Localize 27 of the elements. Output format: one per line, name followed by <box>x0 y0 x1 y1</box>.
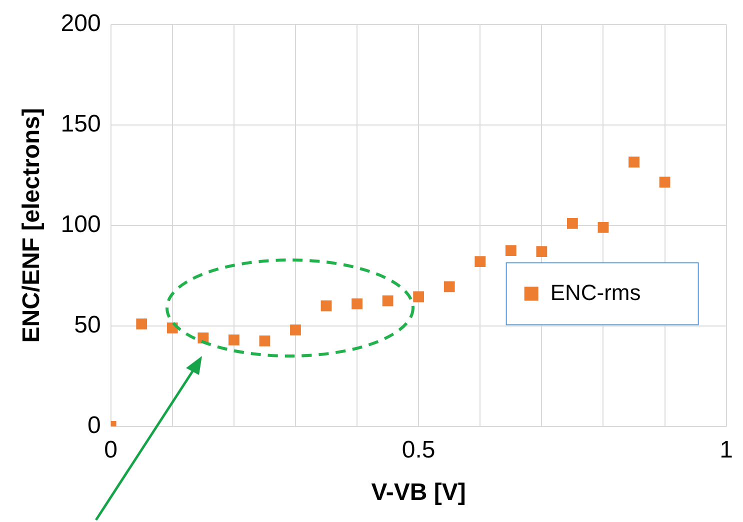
point <box>567 218 578 229</box>
point <box>659 176 670 188</box>
y-tick-label: 0 <box>87 412 101 440</box>
y-tick-label: 50 <box>74 312 101 339</box>
y-tick-label: 200 <box>60 10 101 38</box>
x-tick-label: 1 <box>720 436 734 464</box>
y-tick-label: 100 <box>60 211 101 238</box>
point <box>290 324 301 336</box>
point <box>505 245 516 256</box>
x-tick-label: 0.5 <box>402 436 436 464</box>
y-tick-label: 150 <box>60 110 101 138</box>
point <box>228 334 240 346</box>
legend-label: ENC-rms <box>550 280 641 305</box>
point <box>136 318 148 330</box>
point <box>536 246 548 257</box>
point <box>320 300 332 312</box>
x-tick-label: 0 <box>104 436 118 464</box>
point <box>474 256 486 268</box>
point <box>598 222 609 233</box>
point <box>352 298 362 310</box>
point <box>444 281 455 292</box>
point <box>259 336 270 346</box>
point <box>413 291 424 302</box>
x-axis-title: V-VB [V] <box>371 479 466 506</box>
point <box>382 295 394 306</box>
y-axis-title: ENC/ENF [electrons] <box>18 108 46 343</box>
point <box>628 156 640 168</box>
